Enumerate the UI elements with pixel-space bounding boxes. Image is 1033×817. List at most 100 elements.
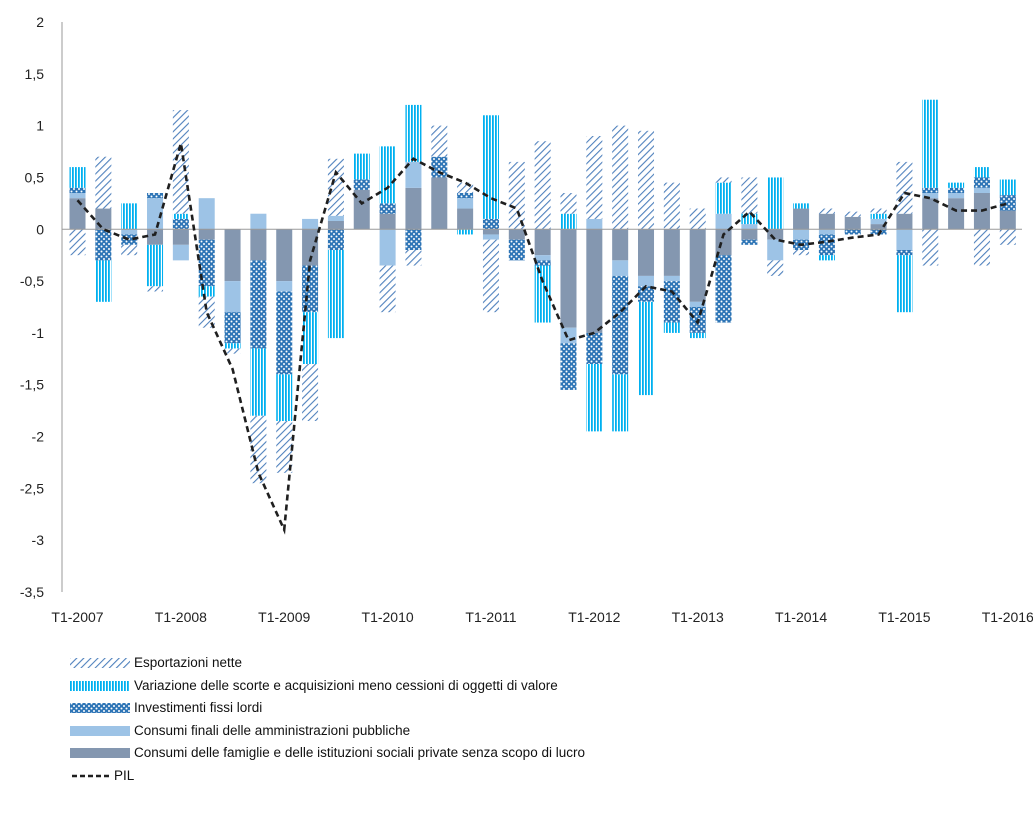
bar-stocks [172, 213, 189, 219]
bar-exports [844, 211, 861, 217]
x-tick-label: T1-2010 [362, 609, 414, 625]
bar-stocks [353, 153, 370, 180]
bar-publicCons [121, 229, 138, 235]
bar-publicCons [172, 244, 189, 261]
x-tick-label: T1-2015 [878, 609, 930, 625]
bar-stocks [198, 286, 215, 297]
bar-investment [948, 187, 965, 193]
bar-households [353, 189, 370, 230]
bar-publicCons [276, 281, 293, 292]
bar-investment [922, 187, 939, 193]
y-tick-label: -0,5 [20, 273, 44, 289]
bar-households [147, 229, 164, 245]
bar-publicCons [327, 215, 344, 221]
legend-item-households: Consumi delle famiglie e delle istituzio… [70, 742, 585, 765]
bar-exports [638, 130, 655, 230]
y-tick-label: 0,5 [25, 169, 45, 185]
bar-households [818, 213, 835, 230]
bar-exports [121, 244, 138, 256]
bar-exports [224, 348, 241, 354]
bar-investment [353, 179, 370, 190]
legend-swatch-households [70, 748, 130, 759]
x-tick-label: T1-2011 [465, 609, 516, 625]
bar-households [715, 229, 732, 256]
y-tick-label: 2 [36, 14, 44, 30]
bar-exports [870, 208, 887, 214]
bar-publicCons [948, 193, 965, 199]
bar-investment [663, 281, 680, 323]
bar-households [612, 229, 629, 261]
bar-exports [431, 125, 448, 157]
bar-investment [534, 260, 551, 266]
bar-stocks [405, 104, 422, 162]
legend-item-investment: Investimenti fissi lordi [70, 697, 585, 720]
bar-households [95, 208, 112, 230]
legend-item-pil: PIL [70, 765, 585, 788]
bar-households [999, 210, 1016, 230]
y-tick-label: 0 [36, 221, 44, 237]
bar-stocks [95, 260, 112, 302]
bar-publicCons [586, 218, 603, 230]
x-tick-label: T1-2007 [51, 609, 103, 625]
bar-investment [896, 250, 913, 256]
bar-households [767, 229, 784, 240]
bar-stocks [327, 250, 344, 339]
bar-households [69, 198, 86, 230]
x-axis-ticks: T1-2007 T1-2008 T1-2009 T1-2010 T1-2011 T1-20… [51, 609, 1033, 625]
bar-stocks [379, 146, 396, 204]
bar-exports [457, 182, 474, 193]
legend-label: Investimenti fissi lordi [134, 700, 263, 715]
bar-households [508, 229, 525, 240]
bar-publicCons [896, 229, 913, 250]
bar-exports [147, 286, 164, 292]
y-axis-ticks: 2 1,5 1 0,5 0 -0,5 -1 -1,5 -2 -2,5 -3 -3,5 [20, 14, 44, 600]
bar-households [663, 229, 680, 276]
bar-households [689, 229, 706, 302]
bar-stocks [560, 213, 577, 230]
bar-exports [818, 208, 835, 214]
bar-publicCons [612, 260, 629, 276]
bar-exports [896, 161, 913, 214]
bar-publicCons [663, 275, 680, 282]
y-tick-label: -1,5 [20, 377, 44, 393]
bar-stocks [818, 255, 835, 261]
bar-exports [276, 421, 293, 473]
x-tick-label: T1-2014 [775, 609, 827, 625]
bar-investment [276, 291, 293, 375]
bar-stocks [250, 348, 267, 416]
bar-stocks [715, 182, 732, 214]
y-tick-label: 1 [36, 118, 44, 134]
bar-exports [508, 161, 525, 230]
bar-stocks [870, 213, 887, 219]
bar-exports [302, 364, 319, 421]
bar-stocks [973, 167, 990, 178]
bar-publicCons [482, 234, 499, 240]
bar-publicCons [767, 239, 784, 261]
legend-swatch-stocks [70, 680, 130, 691]
bar-investment [715, 255, 732, 323]
y-tick-label: -3,5 [20, 584, 44, 600]
bar-exports [767, 260, 784, 276]
bar-stocks [948, 182, 965, 188]
bar-exports [560, 193, 577, 214]
y-tick-label: 1,5 [25, 66, 45, 82]
bar-exports [922, 229, 939, 266]
bar-investment [147, 193, 164, 199]
bar-stocks [121, 203, 138, 230]
bar-exports [612, 125, 629, 230]
bar-households [922, 198, 939, 230]
x-tick-label: T1-2013 [672, 609, 724, 625]
bar-publicCons [973, 187, 990, 193]
bar-households [482, 229, 499, 235]
bar-households [896, 213, 913, 230]
bar-households [276, 229, 293, 282]
bar-stocks [534, 265, 551, 323]
bar-investment [818, 234, 835, 256]
bar-investment [405, 229, 422, 250]
chart-legend: Esportazioni nette Variazione delle scort… [70, 652, 585, 787]
bar-stocks [302, 312, 319, 364]
bar-households [638, 229, 655, 276]
bar-households [793, 208, 810, 230]
bar-stocks [147, 244, 164, 287]
bar-households [379, 213, 396, 230]
